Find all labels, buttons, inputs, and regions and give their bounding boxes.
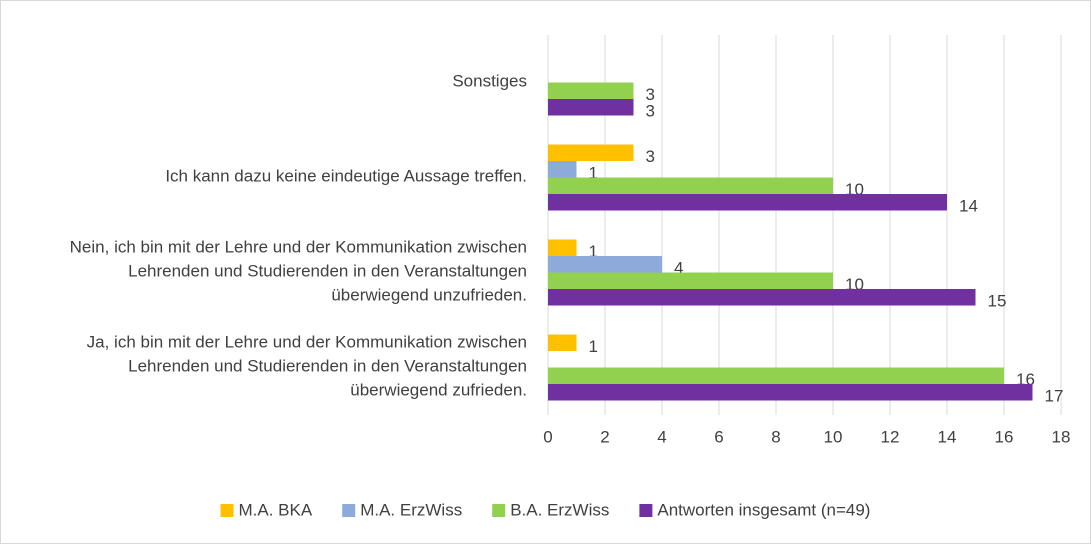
bar [548,289,976,306]
bar [548,177,833,194]
category-label-line: Lehrenden und Studierenden in den Verans… [128,262,527,281]
data-label: 3 [646,147,655,166]
bar [548,99,634,116]
bar [548,144,634,161]
data-label: 1 [589,164,598,183]
x-tick-label: 6 [714,427,723,446]
data-label: 3 [646,85,655,104]
legend-label: M.A. ErzWiss [360,500,462,519]
bar [548,239,577,256]
x-tick-label: 4 [657,427,666,446]
x-tick-label: 10 [824,427,843,446]
category-label-line: überwiegend unzufrieden. [331,286,527,305]
bar [548,82,634,99]
category-label: Ja, ich bin mit der Lehre und der Kommun… [87,333,527,400]
legend-label: B.A. ErzWiss [510,500,609,519]
category-label-line: Ich kann dazu keine eindeutige Aussage t… [165,167,527,186]
legend-swatch [342,504,356,517]
category-label: Ich kann dazu keine eindeutige Aussage t… [165,167,527,186]
data-label: 17 [1045,387,1064,406]
bar [548,367,1004,384]
category-label-line: Lehrenden und Studierenden in den Verans… [128,357,527,376]
bar [548,194,947,211]
data-label: 1 [589,242,598,261]
legend-label: M.A. BKA [239,500,313,519]
x-tick-label: 18 [1052,427,1071,446]
category-label-line: Nein, ich bin mit der Lehre und der Komm… [70,238,527,257]
bar [548,334,577,351]
legend-swatch [639,504,653,517]
data-label: 14 [959,197,978,216]
legend-swatch [220,504,234,517]
legend-swatch [492,504,506,517]
data-label: 15 [988,292,1007,311]
bar [548,256,662,273]
x-tick-label: 0 [543,427,552,446]
x-tick-label: 16 [995,427,1014,446]
legend-label: Antworten insgesamt (n=49) [657,500,870,519]
category-label: Sonstiges [452,72,527,91]
category-label-line: überwiegend zufrieden. [350,381,527,400]
category-label-line: Sonstiges [452,72,527,91]
category-label-line: Ja, ich bin mit der Lehre und der Kommun… [87,333,527,352]
bar [548,161,577,178]
x-tick-label: 2 [600,427,609,446]
data-label: 4 [674,259,683,278]
data-label: 3 [646,102,655,121]
bar [548,272,833,289]
data-label: 1 [589,337,598,356]
x-tick-label: 8 [771,427,780,446]
x-tick-label: 14 [938,427,957,446]
bar [548,384,1033,401]
x-tick-label: 12 [881,427,900,446]
category-label: Nein, ich bin mit der Lehre und der Komm… [70,238,527,305]
